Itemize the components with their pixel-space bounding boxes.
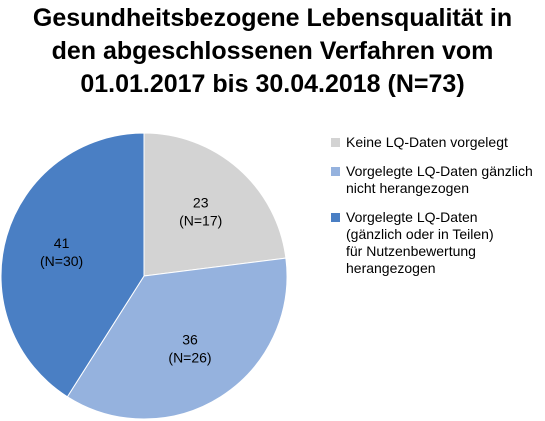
legend-item: Keine LQ-Daten vorgelegt — [331, 134, 536, 151]
legend-label: Vorgelegte LQ-Daten (gänzlich oder in Te… — [346, 209, 494, 276]
slice-count-label: (N=30) — [40, 253, 83, 269]
chart-title-line: den abgeschlossenen Verfahren vom — [51, 37, 494, 65]
legend-swatch — [331, 167, 340, 176]
chart-title-line: Gesundheitsbezogene Lebensqualität in — [32, 4, 513, 32]
slice-count-label: (N=26) — [168, 349, 211, 365]
slice-value-label: 41 — [54, 235, 70, 251]
pie-slice — [0, 132, 145, 398]
legend-swatch — [331, 213, 340, 222]
legend-label: Vorgelegte LQ-Daten gänzlich nicht heran… — [346, 163, 533, 196]
chart-title: Gesundheitsbezogene Lebensqualität in de… — [0, 2, 545, 101]
legend-item: Vorgelegte LQ-Daten (gänzlich oder in Te… — [331, 209, 536, 277]
slice-count-label: (N=17) — [179, 213, 222, 229]
chart-legend: Keine LQ-Daten vorgelegt Vorgelegte LQ-D… — [331, 134, 536, 289]
chart-title-line: 01.01.2017 bis 30.04.2018 (N=73) — [80, 70, 465, 98]
slice-value-label: 23 — [193, 195, 209, 211]
pie-slice — [143, 132, 287, 277]
legend-swatch — [331, 138, 340, 147]
legend-item: Vorgelegte LQ-Daten gänzlich nicht heran… — [331, 163, 536, 197]
legend-label: Keine LQ-Daten vorgelegt — [346, 134, 508, 150]
pie-slice — [66, 257, 288, 420]
slice-value-label: 36 — [182, 331, 198, 347]
